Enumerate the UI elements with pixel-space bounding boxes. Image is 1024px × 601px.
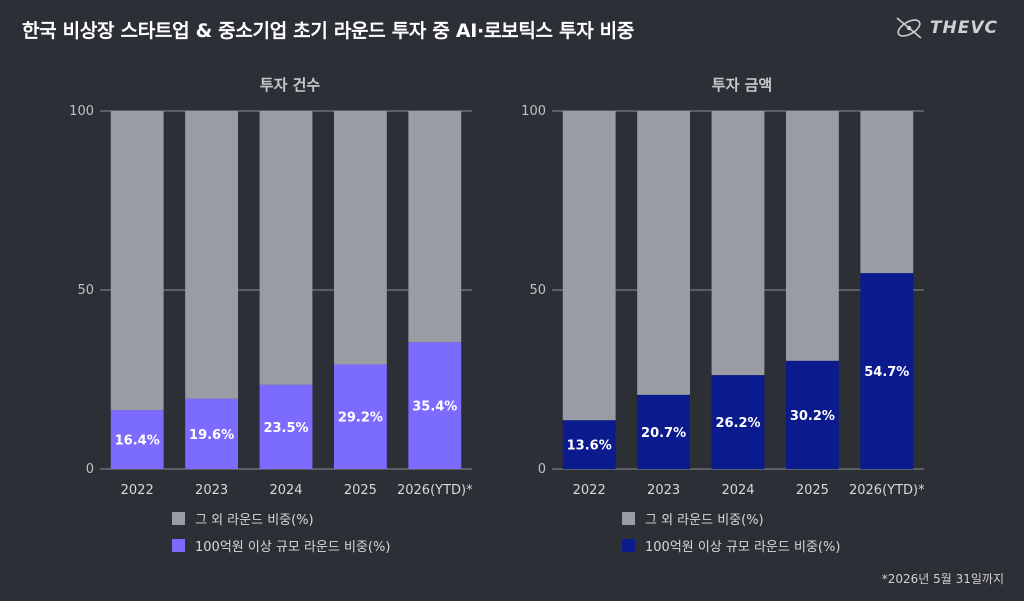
bar-other [711, 111, 765, 376]
bar-other [185, 111, 239, 399]
bar-highlight [637, 394, 691, 469]
legend-label-other: 그 외 라운드 비중(%) [195, 513, 314, 528]
legend-swatch-other [622, 512, 635, 525]
chart-title: 투자 금액 [712, 76, 772, 94]
x-tick-label: 2023 [195, 483, 228, 498]
y-tick-label: 0 [538, 462, 546, 477]
page-title: 한국 비상장 스타트업 & 중소기업 초기 라운드 투자 중 AI·로보틱스 투… [22, 20, 635, 42]
bar-highlight [185, 398, 239, 469]
data-label: 54.7% [864, 365, 909, 380]
data-label: 20.7% [641, 426, 686, 441]
data-label: 16.4% [115, 434, 160, 449]
bar-other [785, 111, 839, 361]
brand-logo: THEVC [894, 14, 998, 42]
legend-item-highlight: 100억원 이상 규모 라운드 비중(%) [172, 536, 390, 555]
bar-other [333, 111, 387, 365]
data-label: 13.6% [567, 439, 612, 454]
x-tick-label: 2025 [796, 483, 829, 498]
y-tick-label: 0 [86, 462, 94, 477]
data-label: 35.4% [412, 400, 457, 415]
legend-label-highlight: 100억원 이상 규모 라운드 비중(%) [195, 540, 391, 555]
bar-other [408, 111, 462, 343]
bar-other [110, 111, 164, 411]
data-label: 23.5% [263, 421, 308, 436]
bar-highlight [333, 364, 387, 469]
footnote: *2026년 5월 31일까지 [881, 572, 1004, 586]
bar-highlight [785, 360, 839, 469]
brand-name: THEVC [929, 18, 998, 38]
data-label: 26.2% [715, 416, 760, 431]
data-label: 29.2% [338, 411, 383, 426]
legend-count: 그 외 라운드 비중(%) 100억원 이상 규모 라운드 비중(%) [172, 509, 390, 555]
data-label: 19.6% [189, 428, 234, 443]
bar-other [562, 111, 616, 421]
x-tick-label: 2023 [647, 483, 680, 498]
bar-highlight [259, 384, 313, 469]
bar-highlight [408, 342, 462, 469]
x-tick-label: 2022 [121, 483, 154, 498]
legend-swatch-highlight [172, 539, 185, 552]
y-tick-label: 100 [521, 104, 546, 119]
y-tick-label: 50 [77, 283, 94, 298]
legend-item-other: 그 외 라운드 비중(%) [622, 509, 840, 528]
x-tick-label: 2022 [573, 483, 606, 498]
legend-item-other: 그 외 라운드 비중(%) [172, 509, 390, 528]
bar-highlight [711, 375, 765, 469]
data-label: 30.2% [790, 409, 835, 424]
bar-highlight [562, 420, 616, 469]
y-tick-label: 100 [69, 104, 94, 119]
legend-item-highlight: 100억원 이상 규모 라운드 비중(%) [622, 536, 840, 555]
thevc-logo-icon [896, 17, 922, 39]
x-tick-label: 2025 [344, 483, 377, 498]
x-tick-label: 2026(YTD)* [849, 483, 925, 498]
chart-title: 투자 건수 [260, 76, 321, 94]
x-tick-label: 2026(YTD)* [397, 483, 473, 498]
legend-label-highlight: 100억원 이상 규모 라운드 비중(%) [645, 540, 841, 555]
bar-highlight [110, 410, 164, 469]
bar-highlight [860, 273, 914, 469]
bar-other [637, 111, 691, 395]
legend-swatch-other [172, 512, 185, 525]
legend-amount: 그 외 라운드 비중(%) 100억원 이상 규모 라운드 비중(%) [622, 509, 840, 555]
legend-label-other: 그 외 라운드 비중(%) [645, 513, 764, 528]
x-tick-label: 2024 [721, 483, 754, 498]
y-tick-label: 50 [529, 283, 546, 298]
bar-other [860, 111, 914, 274]
bar-other [259, 111, 313, 385]
legend-swatch-highlight [622, 539, 635, 552]
x-tick-label: 2024 [269, 483, 302, 498]
